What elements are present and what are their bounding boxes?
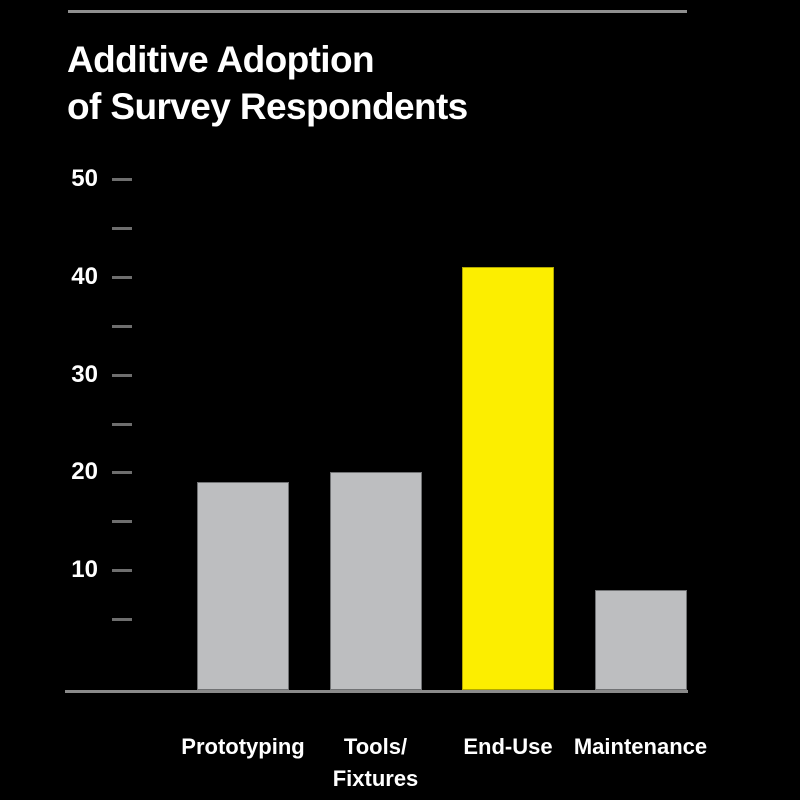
top-rule-divider: [68, 10, 687, 13]
x-axis-label-line: Tools/: [343, 734, 408, 759]
y-axis-tick-mark: [112, 520, 132, 523]
y-axis-tick-mark: [112, 276, 132, 279]
x-axis-label-line: Prototyping: [181, 734, 305, 759]
x-axis-line: [65, 690, 688, 693]
y-axis-tick-mark: [112, 374, 132, 377]
x-axis-label-line: Fixtures: [332, 766, 419, 791]
bar-tools-fixtures: [329, 472, 422, 690]
y-axis-tick-mark: [112, 618, 132, 621]
bar-maintenance: [594, 589, 687, 690]
chart-title-line-2: of Survey Respondents: [67, 86, 468, 127]
y-axis-tick-mark: [112, 569, 132, 572]
chart-title-line-1: Additive Adoption: [67, 39, 375, 80]
x-axis-label-line: End-Use: [463, 734, 553, 759]
y-axis-tick-mark: [112, 325, 132, 328]
y-axis-tick-label: 20: [71, 458, 98, 485]
y-axis-tick-label: 30: [71, 361, 98, 388]
x-axis-label-prototyping: Prototyping: [155, 731, 331, 763]
x-axis-label-line: Maintenance: [573, 734, 708, 759]
x-axis-label-end-use: End-Use: [420, 731, 596, 763]
bar-end-use: [462, 267, 554, 690]
y-axis-tick-mark: [112, 471, 132, 474]
y-axis-tick-mark: [112, 227, 132, 230]
y-axis-tick-mark: [112, 178, 132, 181]
y-axis-tick-label: 10: [71, 556, 98, 583]
x-axis-label-maintenance: Maintenance: [553, 731, 729, 763]
chart-title: Additive Adoption of Survey Respondents: [67, 36, 468, 130]
y-axis-tick-label: 50: [71, 165, 98, 192]
x-axis-label-tools-fixtures: Tools/Fixtures: [288, 731, 464, 795]
bar-prototyping: [197, 482, 289, 690]
y-axis-tick-label: 40: [71, 263, 98, 290]
y-axis-tick-mark: [112, 423, 132, 426]
